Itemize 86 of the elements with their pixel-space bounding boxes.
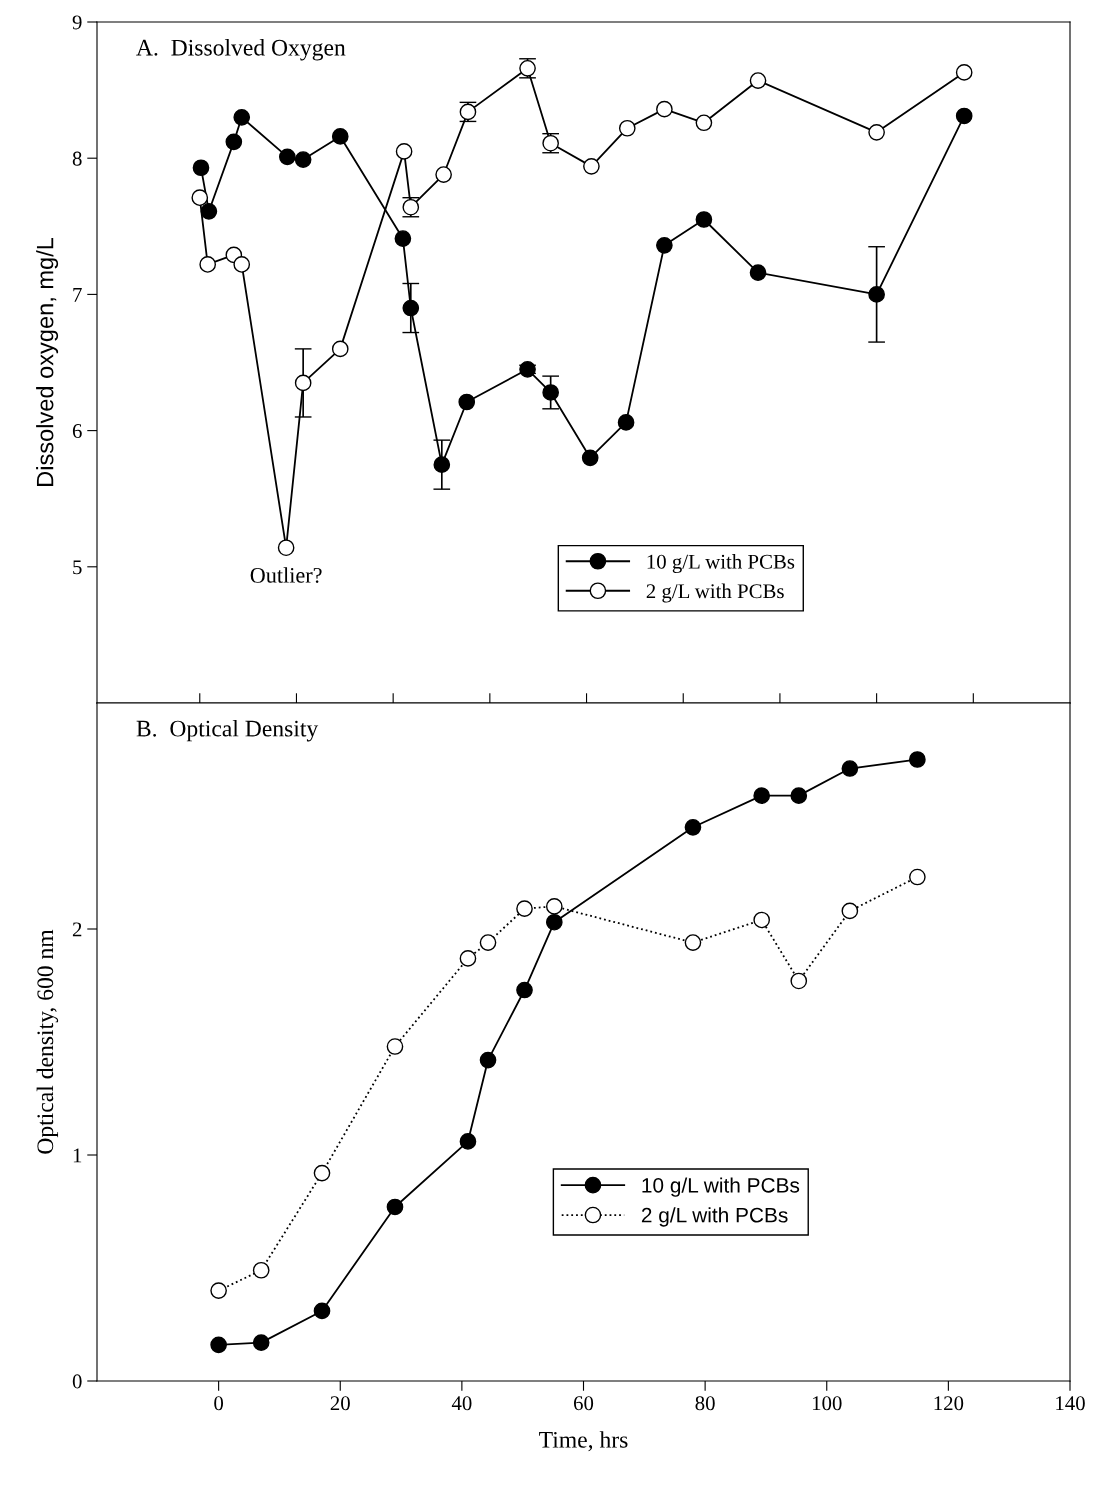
point [191, 189, 209, 207]
point [313, 1164, 331, 1182]
point [753, 787, 771, 804]
y-tick-label: 0 [72, 1374, 82, 1389]
point [656, 237, 673, 254]
point [909, 868, 926, 886]
y-axis-title: Optical density, 600 nm [36, 929, 59, 1154]
point [394, 230, 412, 247]
point [402, 299, 420, 317]
x-tick-label: 80 [695, 1396, 715, 1411]
point [618, 119, 636, 137]
point [458, 393, 476, 411]
point [386, 1198, 404, 1216]
point [459, 1133, 477, 1150]
point [516, 981, 533, 999]
y-tick-label: 5 [73, 560, 82, 575]
point [252, 1334, 270, 1351]
point [210, 1336, 227, 1354]
point [955, 107, 973, 125]
annotation: Outlier? [250, 567, 322, 583]
point [617, 414, 635, 431]
y-axis-title: Dissolved oxygen, mg/L [36, 237, 59, 486]
x-tick-label: 120 [934, 1396, 964, 1411]
x-tick-label: 100 [812, 1396, 842, 1411]
legend-label: 2 g/L with PCBs [641, 1207, 788, 1227]
point [695, 211, 713, 228]
point [684, 818, 702, 836]
point [252, 1261, 270, 1279]
point [790, 972, 808, 990]
x-tick-label: 40 [451, 1396, 472, 1411]
point [199, 256, 217, 273]
y-tick-label: 6 [72, 424, 82, 439]
point [656, 100, 673, 118]
point [749, 72, 767, 89]
x-tick-label: 20 [330, 1396, 350, 1411]
y-tick-label: 9 [72, 15, 82, 30]
point [581, 449, 599, 467]
point [868, 123, 885, 141]
x-axis-title: Time, hrs [539, 1431, 628, 1452]
point [909, 751, 926, 768]
legend-label: 10 g/L with PCBs [647, 554, 795, 574]
point [210, 1282, 227, 1299]
point [277, 539, 295, 557]
point [868, 286, 885, 303]
point [386, 1038, 404, 1055]
point [695, 114, 713, 132]
point [479, 934, 497, 951]
point [479, 1051, 497, 1069]
legend-label: 10 g/L with PCBs [642, 1177, 800, 1197]
point [841, 902, 859, 920]
point [435, 166, 452, 183]
point [955, 64, 973, 81]
text: A. Dissolved Oxygen [136, 39, 346, 61]
point [459, 950, 477, 967]
point [433, 456, 451, 473]
point [583, 158, 600, 175]
x-tick-label: 60 [573, 1396, 594, 1411]
point [331, 128, 349, 145]
point [200, 202, 218, 220]
point [279, 148, 296, 166]
point [313, 1302, 331, 1320]
point [545, 913, 563, 931]
point [331, 340, 349, 358]
legend-label: 2 g/L with PCBs [646, 583, 784, 603]
point [395, 143, 413, 160]
text: B. Optical Density [136, 719, 319, 742]
point [790, 787, 808, 804]
point [542, 384, 559, 401]
point [516, 900, 533, 917]
point [545, 898, 563, 915]
point [684, 934, 702, 951]
point [233, 256, 251, 273]
point [749, 264, 767, 281]
y-tick-label: 7 [73, 287, 82, 302]
y-tick-label: 8 [72, 151, 82, 166]
x-tick-label: 0 [214, 1396, 224, 1411]
point [192, 159, 210, 177]
x-tick-label: 140 [1056, 1396, 1085, 1411]
point [225, 133, 243, 151]
y-tick-label: 2 [72, 922, 82, 937]
point [841, 760, 859, 777]
y-tick-label: 1 [73, 1148, 82, 1163]
point [233, 109, 251, 126]
point [294, 374, 312, 392]
point [294, 151, 312, 168]
point [753, 911, 771, 929]
